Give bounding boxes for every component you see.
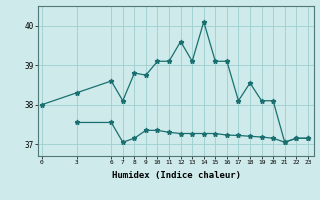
X-axis label: Humidex (Indice chaleur): Humidex (Indice chaleur) — [111, 171, 241, 180]
